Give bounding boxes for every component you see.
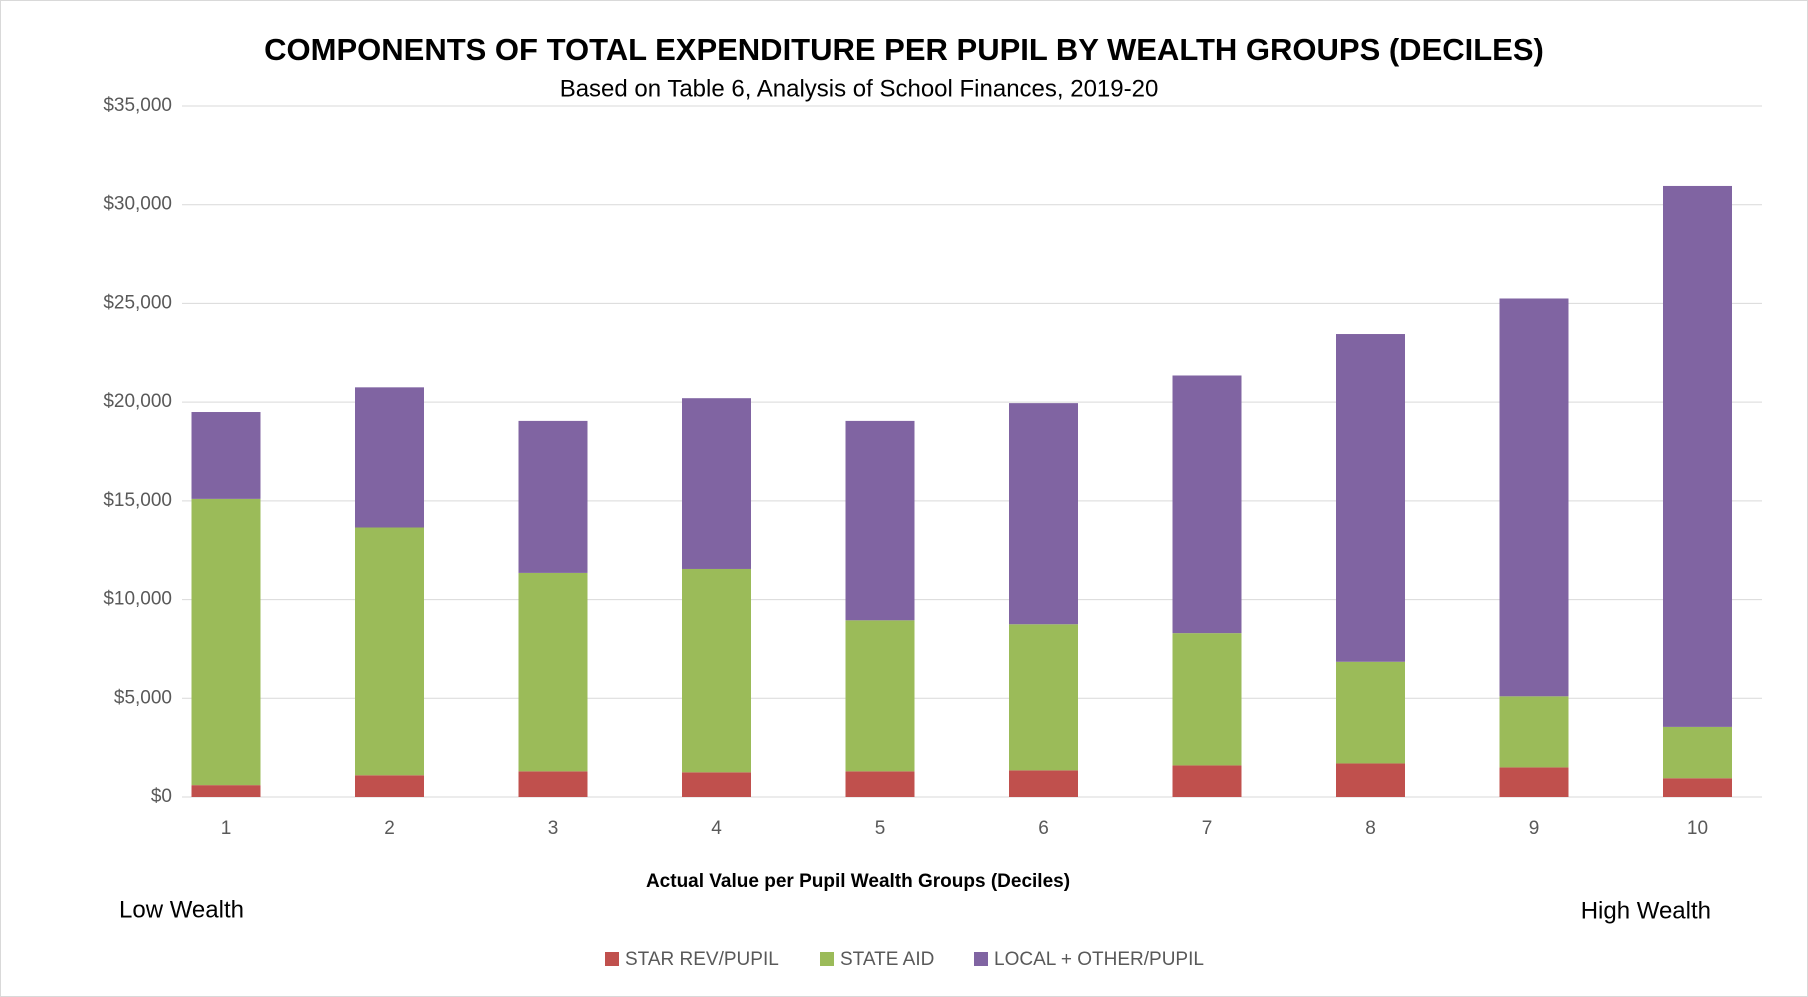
bar-segment <box>1336 661 1405 764</box>
bar-segment <box>355 387 424 528</box>
bar-segment <box>682 568 751 773</box>
bar-segment <box>845 420 915 621</box>
bar-segment <box>845 771 915 797</box>
bar-segment <box>191 785 261 797</box>
bar-segment <box>355 775 424 797</box>
annotation: Low Wealth <box>119 896 244 923</box>
y-tick-label: $20,000 <box>103 391 172 412</box>
x-tick-label: 4 <box>711 818 722 839</box>
bar-segment <box>518 771 588 797</box>
x-tick-label: 10 <box>1687 818 1708 839</box>
chart-subtitle: Based on Table 6, Analysis of School Fin… <box>560 75 1159 102</box>
bar-segment <box>518 420 588 573</box>
bar-segment <box>682 772 751 797</box>
bar-segment <box>191 498 261 786</box>
chart-title: COMPONENTS OF TOTAL EXPENDITURE PER PUPI… <box>264 32 1544 67</box>
bar-segment <box>1009 770 1078 797</box>
x-tick-label: 8 <box>1365 818 1376 839</box>
x-axis-title: Actual Value per Pupil Wealth Groups (De… <box>646 871 1070 892</box>
x-tick-label: 3 <box>548 818 559 839</box>
bar-segment <box>191 412 261 499</box>
bar-segment <box>1499 767 1569 797</box>
y-tick-label: $15,000 <box>103 490 172 511</box>
x-tick-label: 7 <box>1202 818 1213 839</box>
bar-segment <box>845 620 915 772</box>
bar-segment <box>1336 763 1405 797</box>
legend-swatch <box>605 952 619 966</box>
bar-segment <box>518 572 588 772</box>
bar-segment <box>1172 375 1242 634</box>
bar-segment <box>682 398 751 569</box>
bar-segment <box>1663 185 1732 727</box>
legend-swatch <box>974 952 988 966</box>
bar-segment <box>1499 298 1569 697</box>
annotation: High Wealth <box>1581 897 1711 924</box>
bar-segment <box>1172 765 1242 797</box>
bar-segment <box>1009 403 1078 625</box>
bar-segment <box>1663 726 1732 779</box>
x-tick-label: 9 <box>1529 818 1540 839</box>
bar-segment <box>1663 778 1732 797</box>
bar-segment <box>1172 633 1242 766</box>
x-tick-label: 6 <box>1038 818 1049 839</box>
x-tick-label: 1 <box>221 818 232 839</box>
bar-segment <box>1009 624 1078 771</box>
y-tick-label: $30,000 <box>103 194 172 215</box>
legend-swatch <box>820 952 834 966</box>
bar-segment <box>1336 334 1405 662</box>
bar-segment <box>1499 696 1569 768</box>
y-tick-label: $5,000 <box>114 687 172 708</box>
y-tick-label: $10,000 <box>103 589 172 610</box>
y-tick-label: $0 <box>151 786 172 807</box>
y-tick-label: $25,000 <box>103 292 172 313</box>
legend-label: STATE AID <box>840 949 934 970</box>
x-tick-label: 2 <box>384 818 395 839</box>
legend-label: STAR REV/PUPIL <box>625 949 779 970</box>
legend-label: LOCAL + OTHER/PUPIL <box>994 949 1204 970</box>
bar-segment <box>355 527 424 776</box>
y-tick-label: $35,000 <box>103 95 172 116</box>
x-tick-label: 5 <box>875 818 886 839</box>
